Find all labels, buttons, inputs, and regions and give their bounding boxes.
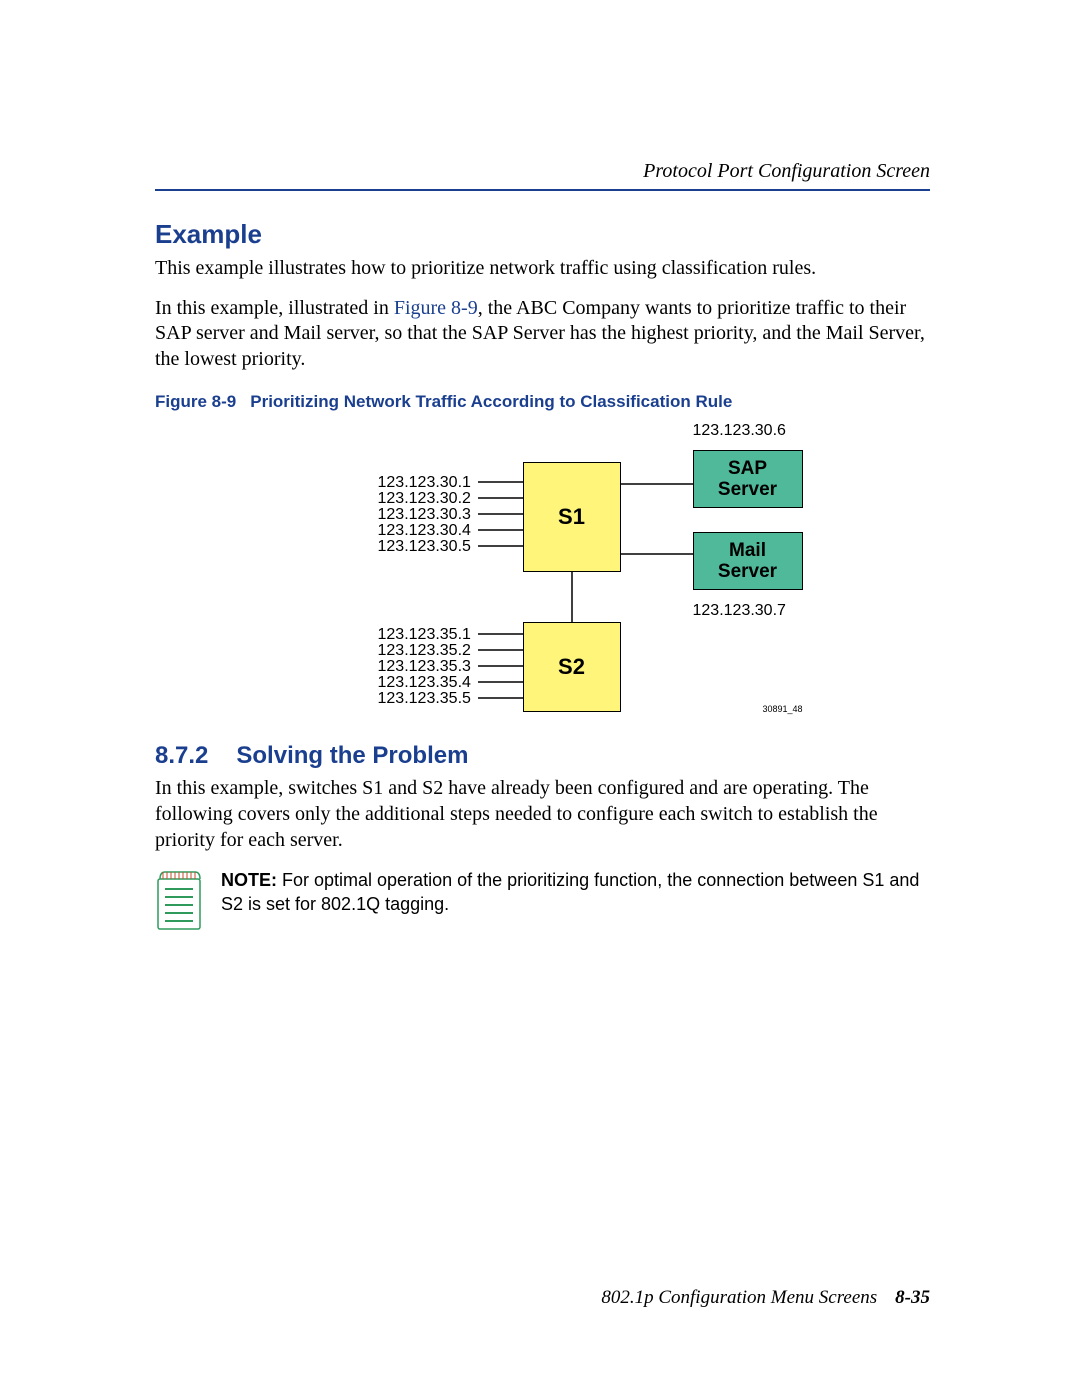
sap-label-1: SAP — [728, 458, 767, 479]
switch-s2-label: S2 — [558, 654, 585, 680]
section-title: Solving the Problem — [236, 742, 468, 769]
figure-ref-link[interactable]: Figure 8-9 — [394, 297, 478, 319]
figure-ref-id: 30891_48 — [763, 704, 803, 714]
sap-label-2: Server — [718, 479, 777, 500]
text: In this example, illustrated in — [155, 297, 394, 319]
switch-s2-box: S2 — [523, 622, 621, 712]
page: Protocol Port Configuration Screen Examp… — [0, 0, 1080, 1397]
footer-page-number: 8-35 — [895, 1287, 930, 1308]
example-heading: Example — [155, 219, 930, 250]
note-body: For optimal operation of the prioritizin… — [221, 870, 919, 913]
mail-server-box: MailServer — [693, 532, 803, 590]
mail-ip-label: 123.123.30.7 — [693, 602, 786, 620]
s2-ip-5: 123.123.35.5 — [378, 690, 471, 708]
note-block: NOTE: For optimal operation of the prior… — [155, 869, 930, 936]
sap-server-box: SAPServer — [693, 450, 803, 508]
switch-s1-label: S1 — [558, 504, 585, 530]
network-diagram: 123.123.30.6 123.123.30.7 123.123.30.1 1… — [263, 422, 823, 722]
mail-label-2: Server — [718, 561, 777, 582]
footer-text: 802.1p Configuration Menu Screens — [601, 1287, 877, 1308]
figure-caption: Figure 8-9 Prioritizing Network Traffic A… — [155, 392, 930, 412]
page-footer: 802.1p Configuration Menu Screens 8-35 — [601, 1287, 930, 1309]
note-icon — [155, 869, 203, 936]
mail-label-1: Mail — [729, 540, 766, 561]
running-header: Protocol Port Configuration Screen — [155, 160, 930, 183]
s1-ip-5: 123.123.30.5 — [378, 538, 471, 556]
example-para-1: This example illustrates how to prioriti… — [155, 256, 930, 282]
sap-ip-label: 123.123.30.6 — [693, 422, 786, 440]
figure-caption-label: Figure 8-9 — [155, 392, 236, 411]
section-number: 8.7.2 — [155, 742, 208, 770]
header-rule — [155, 189, 930, 191]
section-para: In this example, switches S1 and S2 have… — [155, 776, 930, 853]
note-text: NOTE: For optimal operation of the prior… — [221, 869, 930, 916]
switch-s1-box: S1 — [523, 462, 621, 572]
section-heading: 8.7.2 Solving the Problem — [155, 742, 930, 770]
example-para-2: In this example, illustrated in Figure 8… — [155, 296, 930, 373]
figure-caption-text: Prioritizing Network Traffic According t… — [250, 392, 732, 411]
note-label: NOTE: — [221, 870, 277, 890]
